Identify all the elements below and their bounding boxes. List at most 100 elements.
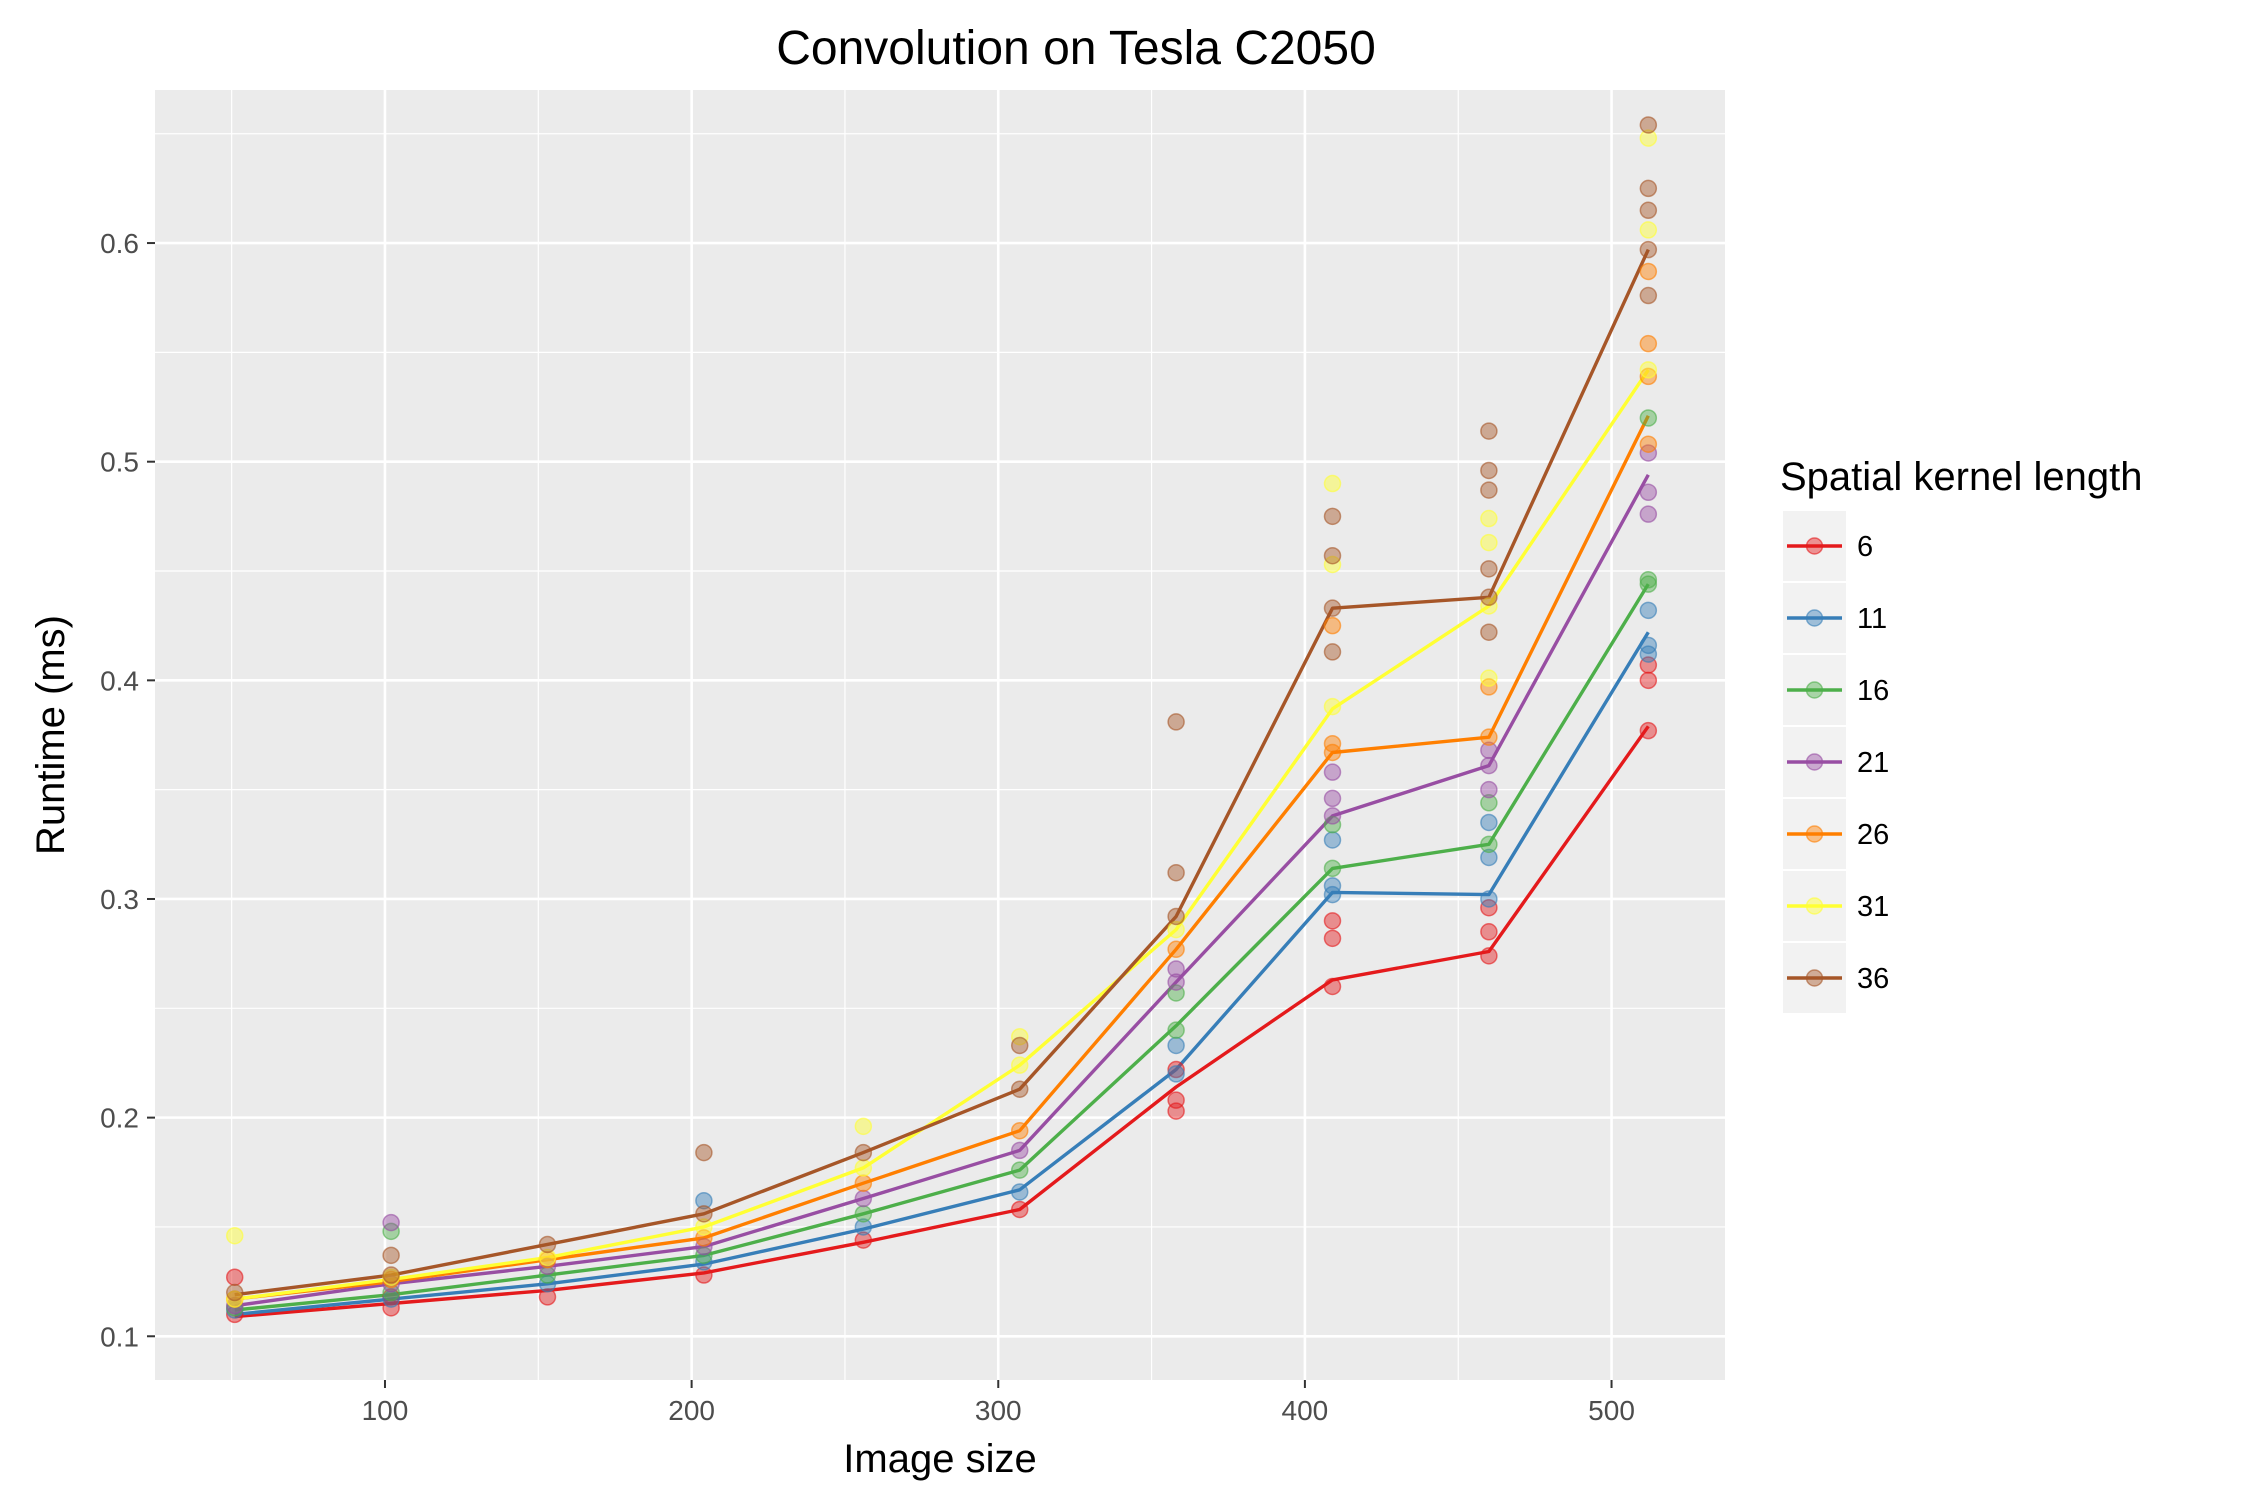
data-point-16 xyxy=(1167,1021,1185,1039)
data-point-21 xyxy=(1167,973,1185,991)
data-point-31 xyxy=(1323,697,1342,716)
series-line-6 xyxy=(234,725,1650,1319)
chart-title: Convolution on Tesla C2050 xyxy=(776,22,1376,75)
series-lines xyxy=(234,248,1650,1319)
data-point-31 xyxy=(1167,920,1185,939)
legend-key-point-36 xyxy=(1805,969,1824,987)
data-point-11 xyxy=(1323,877,1342,895)
legend-label-6: 6 xyxy=(1857,531,1873,563)
data-point-26 xyxy=(854,1174,873,1192)
data-point-31 xyxy=(225,1290,244,1308)
data-point-16 xyxy=(1639,409,1658,427)
data-point-36 xyxy=(1480,588,1498,607)
legend-label-31: 31 xyxy=(1857,891,1889,923)
data-point-21 xyxy=(1480,756,1498,775)
data-point-11 xyxy=(1480,848,1498,867)
data-point-21 xyxy=(1480,741,1498,760)
legend-key-point-26 xyxy=(1805,825,1824,843)
data-point-31 xyxy=(1639,361,1658,379)
y-axis-title: Runtime (ms) xyxy=(29,615,73,855)
data-point-31 xyxy=(1480,533,1498,552)
data-point-16 xyxy=(854,1205,873,1223)
plot-panel xyxy=(155,90,1725,1380)
data-point-26 xyxy=(1323,734,1342,753)
data-point-36 xyxy=(1639,116,1658,134)
data-point-31 xyxy=(1010,1056,1029,1074)
data-point-21 xyxy=(1480,780,1498,799)
y-tick-label: 0.2 xyxy=(100,1103,139,1134)
data-point-26 xyxy=(1480,728,1498,746)
data-point-11 xyxy=(1323,831,1342,849)
data-point-6 xyxy=(1480,923,1498,941)
data-point-26 xyxy=(1639,435,1658,453)
data-point-11 xyxy=(1639,601,1658,620)
data-point-36 xyxy=(1010,1080,1029,1098)
data-point-31 xyxy=(854,1117,873,1136)
series-line-31 xyxy=(234,368,1650,1301)
data-point-11 xyxy=(1010,1183,1029,1201)
data-point-26 xyxy=(1639,262,1658,281)
data-point-36 xyxy=(1639,179,1658,198)
data-point-21 xyxy=(382,1213,400,1232)
data-point-21 xyxy=(225,1296,244,1315)
data-point-31 xyxy=(854,1159,873,1177)
data-point-36 xyxy=(1480,461,1498,480)
data-point-11 xyxy=(1167,1036,1185,1055)
data-point-6 xyxy=(1323,977,1342,996)
legend-label-36: 36 xyxy=(1857,963,1889,995)
x-axis-title: Image size xyxy=(843,1437,1036,1481)
data-point-21 xyxy=(1323,763,1342,781)
data-point-16 xyxy=(1639,571,1658,589)
data-point-36 xyxy=(382,1266,400,1284)
x-axis: 100 200 300 400 500 xyxy=(362,1380,1635,1426)
data-point-26 xyxy=(1639,367,1658,386)
x-tick-label: 200 xyxy=(668,1395,715,1426)
data-point-6 xyxy=(1167,1091,1185,1109)
data-point-36 xyxy=(1480,560,1498,578)
data-point-11 xyxy=(1167,1065,1185,1083)
data-point-31 xyxy=(1480,509,1498,528)
data-point-16 xyxy=(1480,794,1498,812)
series-points xyxy=(225,116,1658,1324)
data-point-31 xyxy=(695,1218,713,1236)
data-point-16 xyxy=(1480,835,1498,854)
data-point-36 xyxy=(1167,863,1185,882)
data-point-21 xyxy=(1323,807,1342,825)
series-line-16 xyxy=(234,583,1650,1312)
series-line-26 xyxy=(234,415,1650,1301)
legend-label-26: 26 xyxy=(1857,819,1889,851)
data-point-6 xyxy=(538,1288,557,1306)
data-point-11 xyxy=(1480,813,1498,832)
legend: Spatial kernel length 6 11 16 21 26 31 36 xyxy=(1780,455,2142,1015)
legend-key-point-31 xyxy=(1805,897,1824,915)
y-tick-label: 0.3 xyxy=(100,884,139,915)
grid xyxy=(155,90,1725,1380)
data-point-6 xyxy=(1010,1200,1029,1219)
data-point-36 xyxy=(1167,713,1185,731)
data-point-31 xyxy=(1480,669,1498,687)
legend-label-11: 11 xyxy=(1857,603,1887,635)
data-point-31 xyxy=(538,1248,557,1267)
data-point-6 xyxy=(225,1268,244,1286)
data-point-31 xyxy=(1639,221,1658,239)
data-point-36 xyxy=(1323,599,1342,617)
legend-title: Spatial kernel length xyxy=(1780,455,2142,499)
data-point-6 xyxy=(1480,947,1498,965)
data-point-6 xyxy=(1323,912,1342,930)
x-tick-label: 400 xyxy=(1282,1395,1329,1426)
data-point-36 xyxy=(1639,201,1658,220)
y-tick-label: 0.6 xyxy=(100,228,139,259)
data-point-11 xyxy=(1639,636,1658,655)
data-point-36 xyxy=(1480,422,1498,440)
data-point-31 xyxy=(1639,129,1658,147)
legend-key-point-6 xyxy=(1805,537,1824,555)
y-tick-label: 0.1 xyxy=(100,1321,139,1352)
data-point-21 xyxy=(1639,505,1658,523)
data-point-6 xyxy=(1323,929,1342,948)
data-point-31 xyxy=(1323,474,1342,493)
data-point-16 xyxy=(1010,1161,1029,1179)
legend-key-point-16 xyxy=(1805,681,1824,699)
data-point-11 xyxy=(1480,890,1498,908)
x-tick-label: 100 xyxy=(362,1395,409,1426)
data-point-31 xyxy=(225,1226,244,1245)
